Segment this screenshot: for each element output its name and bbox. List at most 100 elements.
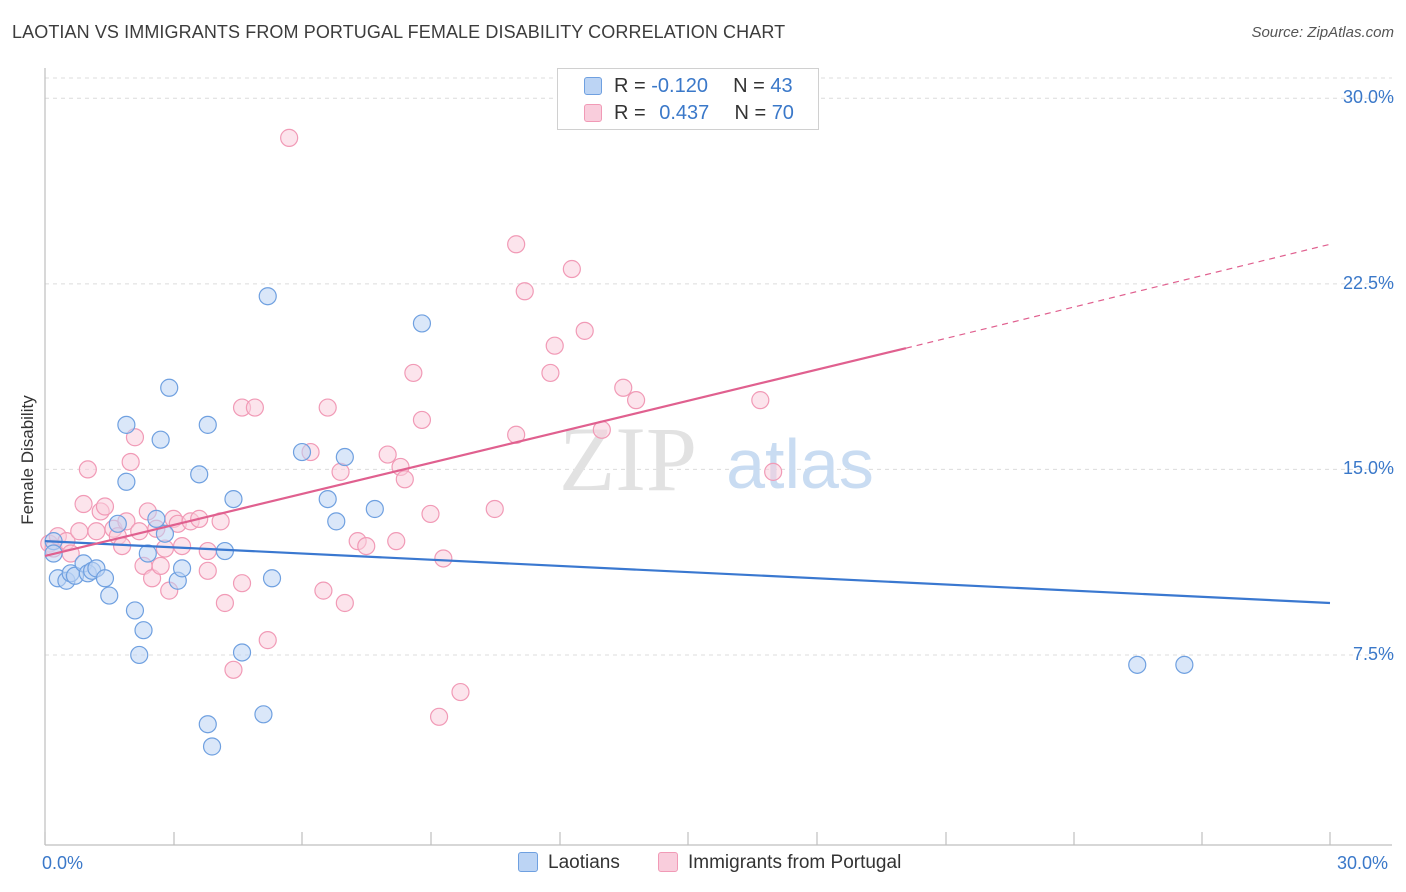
laotians-swatch [584, 77, 602, 95]
laotian-point [125, 601, 145, 620]
laotian-point [160, 378, 179, 397]
portugal-point [335, 593, 354, 613]
laotians-r-value: -0.120 [651, 75, 708, 97]
laotian-point [335, 447, 354, 467]
laotians-trend-line [44, 540, 1331, 605]
bottom-legend-laotians: Laotians [518, 852, 620, 874]
laotians-r-label: R = [614, 75, 646, 97]
portugal-point [434, 549, 453, 568]
laotian-point [155, 524, 175, 543]
portugal-point [485, 499, 504, 519]
portugal-point [125, 428, 145, 447]
portugal-point [541, 363, 560, 383]
portugal-point [151, 556, 170, 575]
portugal-point [575, 321, 594, 340]
y-tick-label: 15.0% [1342, 458, 1394, 479]
axes [44, 68, 1392, 846]
portugal-point [562, 259, 581, 279]
portugal-point [232, 574, 252, 593]
bottom-portugal-swatch [658, 852, 678, 872]
watermark-atlas: atlas [726, 425, 874, 503]
portugal-point [412, 410, 432, 430]
portugal-point [357, 536, 376, 556]
x-tick-min: 0.0% [42, 853, 84, 873]
x-tick-max: 30.0% [1337, 853, 1389, 873]
laotian-point [202, 737, 222, 756]
source-label: Source: ZipAtlas.com [1251, 24, 1394, 41]
portugal-point [378, 445, 397, 464]
bottom-legend-portugal: Immigrants from Portugal [658, 852, 901, 874]
laotian-point [254, 705, 273, 724]
portugal-point [215, 593, 234, 613]
portugal-trend-line [44, 347, 907, 558]
portugal-point [545, 336, 564, 355]
laotian-point [412, 314, 432, 333]
stats-legend: R = -0.120 N = 43 R = 0.437 N = 70 [557, 68, 819, 130]
portugal-point [507, 235, 526, 254]
portugal-r-label: R = [614, 102, 646, 124]
bottom-laotians-label: Laotians [548, 852, 620, 873]
laotian-point [100, 586, 119, 605]
portugal-point [751, 391, 770, 410]
portugal-point [258, 631, 277, 650]
laotian-point [292, 442, 312, 462]
portugal-n-value: 70 [771, 102, 794, 124]
y-tick-label: 7.5% [1352, 643, 1394, 664]
portugal-point [78, 460, 97, 479]
bottom-portugal-label: Immigrants from Portugal [688, 852, 902, 873]
portugal-point [224, 660, 243, 679]
laotian-point [95, 569, 115, 588]
portugal-point [87, 522, 106, 541]
laotian-point [198, 415, 217, 434]
laotian-point [147, 509, 166, 528]
portugal-point [387, 532, 406, 551]
laotian-point [1175, 655, 1194, 674]
bottom-laotians-swatch [518, 852, 538, 872]
laotian-point [172, 559, 192, 578]
laotian-points [44, 287, 1194, 756]
watermark: ZIP atlas [559, 408, 874, 510]
gridlines [45, 77, 1392, 656]
y-tick-label: 30.0% [1342, 87, 1394, 108]
portugal-point [429, 707, 449, 726]
y-axis-label: Female Disability [18, 395, 37, 525]
laotian-point [151, 430, 170, 449]
laotian-point [134, 621, 153, 640]
laotian-point [198, 715, 217, 734]
y-tick-label: 22.5% [1342, 272, 1394, 293]
laotian-point [262, 569, 282, 588]
portugal-n-label: N = [734, 102, 767, 124]
laotian-point [190, 465, 209, 484]
portugal-swatch [584, 104, 602, 122]
portugal-point [515, 282, 534, 301]
laotian-point [138, 544, 157, 563]
laotian-point [117, 472, 136, 491]
laotian-point [258, 287, 277, 306]
laotians-n-label: N = [733, 75, 765, 97]
portugal-point [451, 682, 470, 702]
portugal-point [764, 462, 783, 481]
laotian-point [1128, 655, 1147, 674]
portugal-point [74, 494, 93, 514]
portugal-point [142, 569, 162, 588]
portugal-point [314, 581, 333, 600]
portugal-point [70, 522, 89, 541]
laotian-point [327, 512, 346, 531]
portugal-trend-extension [905, 243, 1331, 349]
portugal-point [318, 398, 337, 417]
laotian-point [232, 643, 252, 662]
portugal-point [626, 391, 646, 410]
portugal-point [404, 363, 423, 383]
portugal-point [614, 378, 633, 397]
portugal-point [121, 452, 140, 472]
portugal-point [198, 541, 217, 561]
portugal-point [395, 470, 414, 489]
laotian-point [224, 489, 243, 509]
laotian-point [130, 645, 149, 665]
laotian-point [318, 489, 337, 509]
laotian-point [365, 499, 384, 519]
portugal-point [95, 497, 115, 516]
laotian-point [117, 415, 136, 434]
portugal-point [198, 561, 217, 580]
